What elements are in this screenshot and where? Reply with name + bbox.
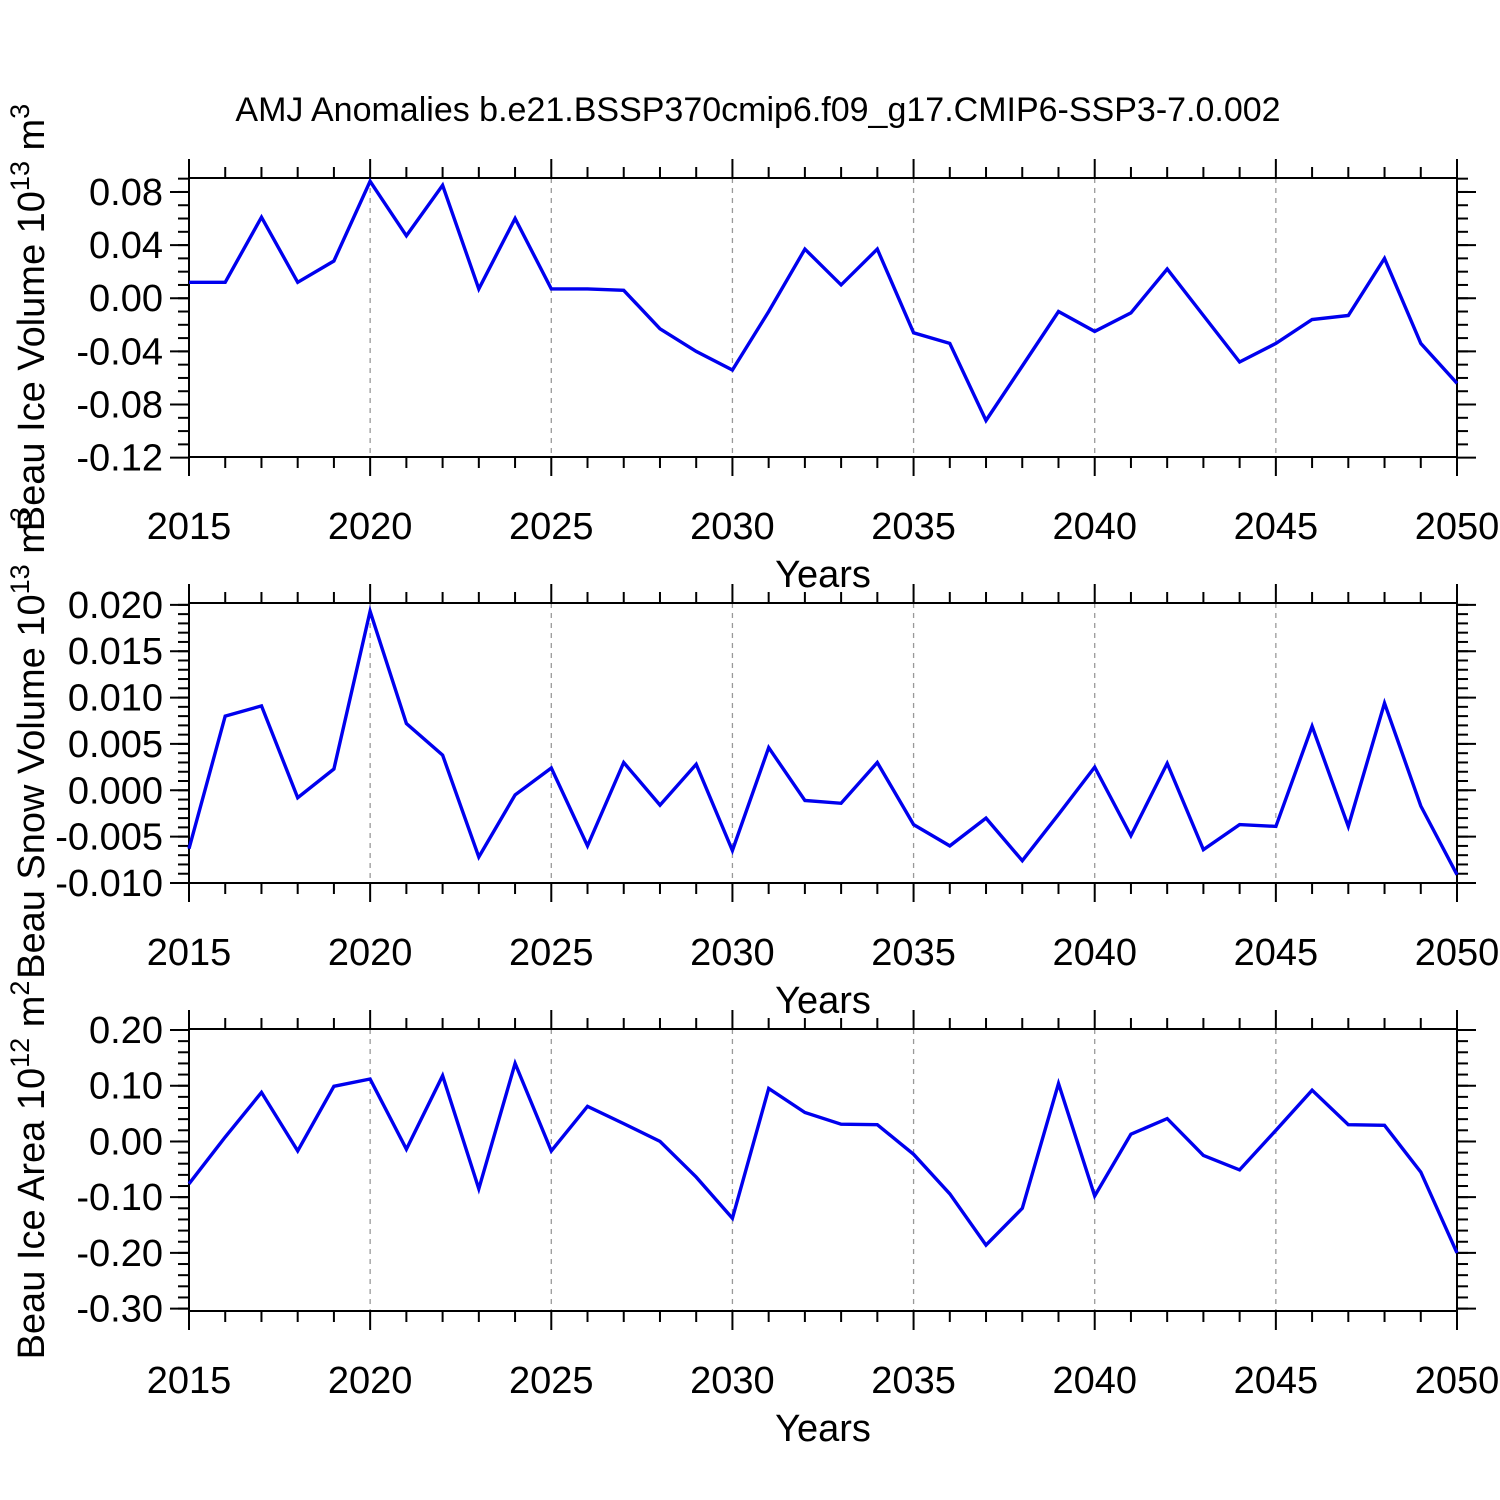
y-axis-label: Beau Ice Volume 1013 m3 (5, 104, 53, 531)
x-tick-label: 2050 (1415, 932, 1500, 974)
panels-group: 2015 2020 2025 2030 2035 2040 2045 2050 0.08 0.04… (5, 104, 1499, 1450)
x-tick-label: 2045 (1234, 932, 1319, 974)
y-tick-label: 0.00 (89, 278, 163, 320)
y-tick-label: -0.10 (76, 1177, 163, 1219)
y-tick-label: -0.005 (55, 817, 163, 859)
x-tick-label: 2040 (1052, 506, 1137, 548)
x-axis-label: Years (775, 1408, 871, 1450)
panel-frame (188, 1028, 1458, 1312)
x-tick-label: 2040 (1052, 932, 1137, 974)
y-tick-label: 0.015 (68, 631, 163, 673)
x-tick-label: 2040 (1052, 1360, 1137, 1402)
x-tick-label: 2035 (871, 506, 956, 548)
x-tick-label: 2015 (147, 932, 232, 974)
x-tick-label: 2050 (1415, 1360, 1500, 1402)
chart-title: AMJ Anomalies b.e21.BSSP370cmip6.f09_g17… (235, 91, 1280, 129)
panel-frame (188, 177, 1458, 458)
x-axis-label: Years (775, 980, 871, 1022)
x-tick-label: 2050 (1415, 506, 1500, 548)
ice-area-line (187, 1058, 1459, 1254)
y-axis-label: Beau Snow Volume 1013 m3 (5, 507, 53, 979)
x-tick-label: 2020 (328, 506, 413, 548)
y-tick-label: -0.12 (76, 438, 163, 480)
x-tick-label: 2025 (509, 506, 594, 548)
x-tick-label: 2035 (871, 1360, 956, 1402)
panel-frame (188, 602, 1458, 884)
x-tick-label: 2025 (509, 932, 594, 974)
ice-volume-line (189, 177, 1459, 424)
x-tick-label: 2045 (1234, 506, 1319, 548)
y-tick-label: 0.005 (68, 724, 163, 766)
x-tick-label: 2015 (147, 1360, 232, 1402)
y-tick-label: -0.08 (76, 385, 163, 427)
y-tick-label: 0.020 (68, 585, 163, 627)
x-tick-label: 2035 (871, 932, 956, 974)
y-tick-label: -0.30 (76, 1289, 163, 1331)
x-tick-label: 2015 (147, 506, 232, 548)
y-tick-label: -0.04 (76, 331, 163, 373)
x-tick-label: 2020 (328, 1360, 413, 1402)
x-tick-label: 2030 (690, 932, 775, 974)
y-tick-label: 0.10 (89, 1066, 163, 1108)
panel-ice-area: 2015 2020 2025 2030 2035 2040 2045 2050 0.20 0.10… (5, 981, 1499, 1450)
y-tick-label: -0.010 (55, 863, 163, 905)
y-tick-label: 0.08 (89, 172, 163, 214)
y-tick-label: 0.000 (68, 770, 163, 812)
y-tick-label: 0.00 (89, 1121, 163, 1163)
x-tick-label: 2025 (509, 1360, 594, 1402)
panel-ice-volume: 2015 2020 2025 2030 2035 2040 2045 2050 0.08 0.04… (5, 104, 1499, 596)
y-tick-label: 0.20 (89, 1010, 163, 1052)
x-tick-label: 2045 (1234, 1360, 1319, 1402)
y-tick-label: 0.04 (89, 225, 163, 267)
x-tick-label: 2020 (328, 932, 413, 974)
panel-snow-volume: 2015 2020 2025 2030 2035 2040 2045 20500.0200.0… (5, 507, 1499, 1022)
x-tick-label: 2030 (690, 1360, 775, 1402)
x-tick-label: 2030 (690, 506, 775, 548)
snow-volume-line (187, 604, 1459, 876)
x-axis-label: Years (775, 554, 871, 596)
y-tick-label: 0.010 (68, 678, 163, 720)
y-tick-label: -0.20 (76, 1233, 163, 1275)
y-axis-label: Beau Ice Area 1012 m2 (5, 981, 53, 1360)
